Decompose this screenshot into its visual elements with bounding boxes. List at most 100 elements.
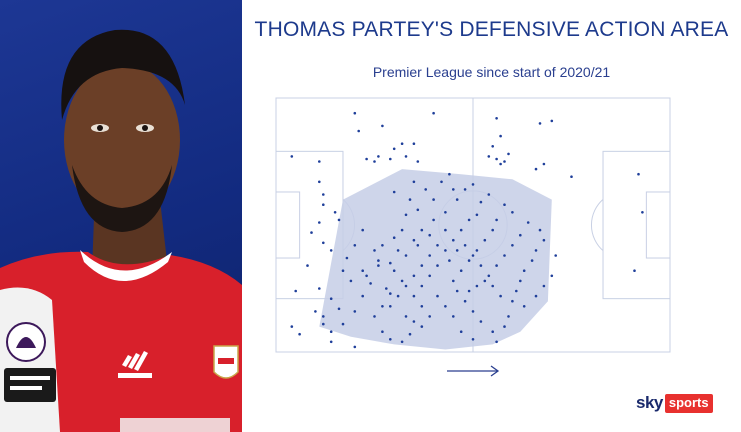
action-point [511, 211, 514, 214]
defensive-action-points [290, 111, 644, 349]
action-point [322, 203, 325, 206]
action-point [318, 287, 321, 290]
action-point [471, 183, 475, 186]
action-point [389, 157, 392, 161]
action-point [495, 157, 498, 161]
action-point [459, 269, 463, 272]
action-point [444, 249, 447, 252]
action-point [432, 198, 435, 201]
action-point [483, 238, 487, 242]
action-point [404, 254, 408, 257]
left-goal-area [275, 191, 301, 259]
action-point [452, 188, 455, 191]
action-point [499, 134, 502, 138]
action-point [444, 211, 447, 214]
sky-wordmark: sky [636, 393, 663, 412]
action-point [538, 122, 542, 125]
action-point [361, 294, 364, 298]
action-point [318, 160, 321, 163]
action-point [467, 218, 471, 222]
action-point [400, 340, 404, 344]
action-point [373, 315, 376, 318]
action-point [455, 198, 459, 201]
action-point [428, 254, 431, 257]
action-point [373, 160, 376, 163]
action-point [633, 269, 636, 272]
defensive-action-area [319, 169, 552, 350]
action-point [467, 259, 471, 262]
action-point [428, 233, 431, 237]
player-illustration [0, 29, 242, 432]
action-point [392, 236, 396, 239]
action-point [570, 175, 573, 178]
action-point [408, 332, 412, 336]
action-point [503, 254, 506, 257]
action-point [475, 284, 479, 288]
action-point [483, 279, 487, 283]
action-point [306, 264, 309, 267]
action-point [475, 249, 479, 252]
adidas-logo [118, 351, 152, 378]
action-point [404, 213, 408, 217]
right-goal-area [645, 191, 671, 259]
action-point [396, 249, 400, 252]
action-point [341, 322, 345, 326]
action-point [357, 129, 360, 133]
action-point [436, 244, 439, 247]
action-point [412, 294, 416, 298]
action-point [322, 315, 325, 318]
action-point [444, 305, 447, 308]
action-point [463, 244, 467, 247]
action-point [353, 345, 357, 349]
action-point [471, 254, 475, 257]
action-point [322, 193, 325, 196]
action-point [337, 307, 341, 311]
action-point [511, 244, 514, 247]
chart-title: THOMAS PARTEY'S DEFENSIVE ACTION AREA [254, 18, 729, 41]
action-point [487, 155, 491, 158]
attacking-direction-arrow [447, 365, 500, 377]
action-point [542, 238, 546, 242]
action-point [365, 157, 368, 161]
action-point [389, 261, 392, 265]
action-point [377, 155, 380, 158]
action-point [290, 155, 294, 158]
no-room-for-racism-patch [4, 368, 56, 402]
action-point [507, 315, 510, 318]
action-point [436, 294, 439, 298]
action-point [400, 228, 404, 232]
action-point [389, 338, 392, 341]
action-point [369, 282, 372, 285]
action-point [455, 289, 459, 293]
action-point [412, 142, 416, 145]
action-point [361, 269, 364, 272]
action-point [314, 310, 317, 313]
action-point [495, 340, 498, 344]
action-point [550, 274, 554, 278]
action-point [400, 279, 404, 283]
action-point [526, 221, 530, 224]
action-point [459, 330, 463, 333]
action-point [503, 203, 506, 206]
action-point [491, 284, 494, 288]
action-point [522, 305, 526, 308]
action-point [381, 330, 384, 333]
action-point [487, 274, 491, 278]
action-point [353, 244, 357, 247]
player-hair [61, 29, 185, 120]
action-point [396, 294, 400, 298]
action-point [463, 299, 467, 303]
action-point [420, 305, 424, 308]
action-point [479, 200, 483, 204]
action-point [511, 299, 514, 303]
action-point [432, 111, 435, 115]
action-point [322, 322, 325, 326]
action-point [412, 180, 416, 184]
action-point [400, 142, 404, 145]
action-point [542, 162, 546, 166]
action-point [341, 269, 345, 272]
action-point [534, 249, 538, 252]
action-point [377, 264, 380, 267]
action-point [436, 264, 439, 267]
action-point [491, 145, 494, 148]
